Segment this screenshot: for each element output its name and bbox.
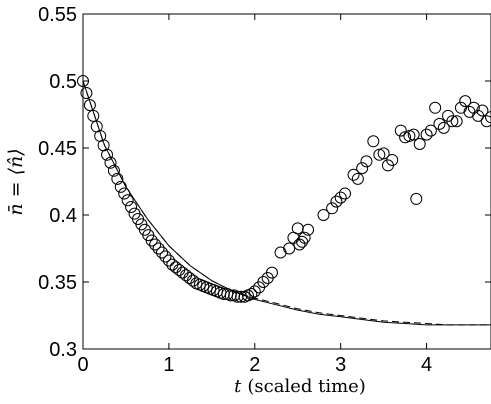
data-point <box>152 242 165 255</box>
data-point <box>386 154 399 167</box>
data-point <box>87 109 100 122</box>
data-point <box>169 261 182 274</box>
data-point <box>173 263 186 276</box>
data-point <box>326 202 339 215</box>
data-point <box>298 231 311 244</box>
data-point <box>377 147 390 160</box>
x-axis-label-text: (scaled time) <box>247 376 365 397</box>
x-tick-label: 3 <box>335 354 346 376</box>
data-point <box>338 187 351 200</box>
data-point <box>360 155 373 168</box>
data-point <box>257 276 270 288</box>
data-point <box>429 101 442 114</box>
data-point <box>248 285 261 298</box>
data-point <box>224 289 237 302</box>
data-point <box>101 148 114 161</box>
data-point <box>296 235 309 248</box>
data-point <box>159 250 172 263</box>
data-point <box>351 172 364 185</box>
data-point <box>80 87 93 100</box>
data-point <box>317 209 330 221</box>
data-point <box>118 187 131 200</box>
markers <box>77 75 491 303</box>
data-point <box>330 195 343 208</box>
x-tick-label: 2 <box>249 354 260 376</box>
data-point <box>433 117 446 130</box>
data-point <box>107 164 120 177</box>
data-point <box>217 288 230 301</box>
data-point <box>291 222 304 235</box>
data-point <box>407 128 420 141</box>
x-tick-label: 0 <box>77 354 88 376</box>
y-tick-label: 0.3 <box>49 339 77 361</box>
plot-area-frame <box>82 13 491 350</box>
data-point <box>121 194 134 207</box>
y-axis-label: n̄ = ⟨n̂⟩ <box>5 148 27 215</box>
y-tick-label: 0.5 <box>49 71 77 93</box>
dashed-curve <box>82 80 491 326</box>
data-point <box>180 269 193 282</box>
data-point <box>480 115 491 128</box>
data-point <box>145 234 158 247</box>
data-point <box>420 128 433 141</box>
data-point <box>111 172 124 185</box>
data-point <box>245 288 258 301</box>
data-point <box>176 266 189 279</box>
data-point <box>485 111 491 124</box>
x-axis-label: t (scaled time) <box>234 376 366 397</box>
data-point <box>302 223 315 236</box>
data-point <box>459 95 472 108</box>
data-point <box>77 75 89 87</box>
data-point <box>410 192 423 205</box>
curves <box>82 80 491 326</box>
x-tick-label: 4 <box>421 354 432 376</box>
data-point <box>162 254 175 267</box>
data-point <box>413 137 426 150</box>
data-point <box>437 121 450 134</box>
data-point <box>114 180 127 193</box>
data-point <box>231 290 244 303</box>
x-tick-label: 1 <box>163 354 174 376</box>
data-point <box>450 115 463 128</box>
data-point <box>265 266 278 279</box>
data-point <box>334 191 347 204</box>
y-axis: 0.3 0.35 0.4 0.45 0.5 0.55 <box>38 4 491 361</box>
data-point <box>274 246 287 259</box>
data-point <box>356 162 369 175</box>
y-tick-label: 0.35 <box>38 272 77 294</box>
data-point <box>446 115 459 128</box>
x-axis-label-var: t <box>234 376 242 397</box>
data-point <box>394 124 407 137</box>
x-axis: 0 1 2 3 4 <box>77 14 432 376</box>
solid-curve <box>82 80 491 326</box>
data-point <box>183 271 196 284</box>
data-point <box>83 99 96 112</box>
y-tick-label: 0.55 <box>38 4 77 26</box>
data-point <box>149 238 162 251</box>
data-point <box>283 242 296 255</box>
data-point <box>424 124 437 137</box>
y-tick-label: 0.4 <box>49 205 77 227</box>
data-point <box>347 168 360 181</box>
data-point <box>156 246 169 259</box>
data-point <box>367 135 380 148</box>
data-point <box>186 274 199 287</box>
y-tick-label: 0.45 <box>38 138 77 160</box>
data-point <box>104 156 117 169</box>
data-point <box>125 200 138 213</box>
data-point <box>467 101 480 114</box>
data-point <box>476 104 489 117</box>
